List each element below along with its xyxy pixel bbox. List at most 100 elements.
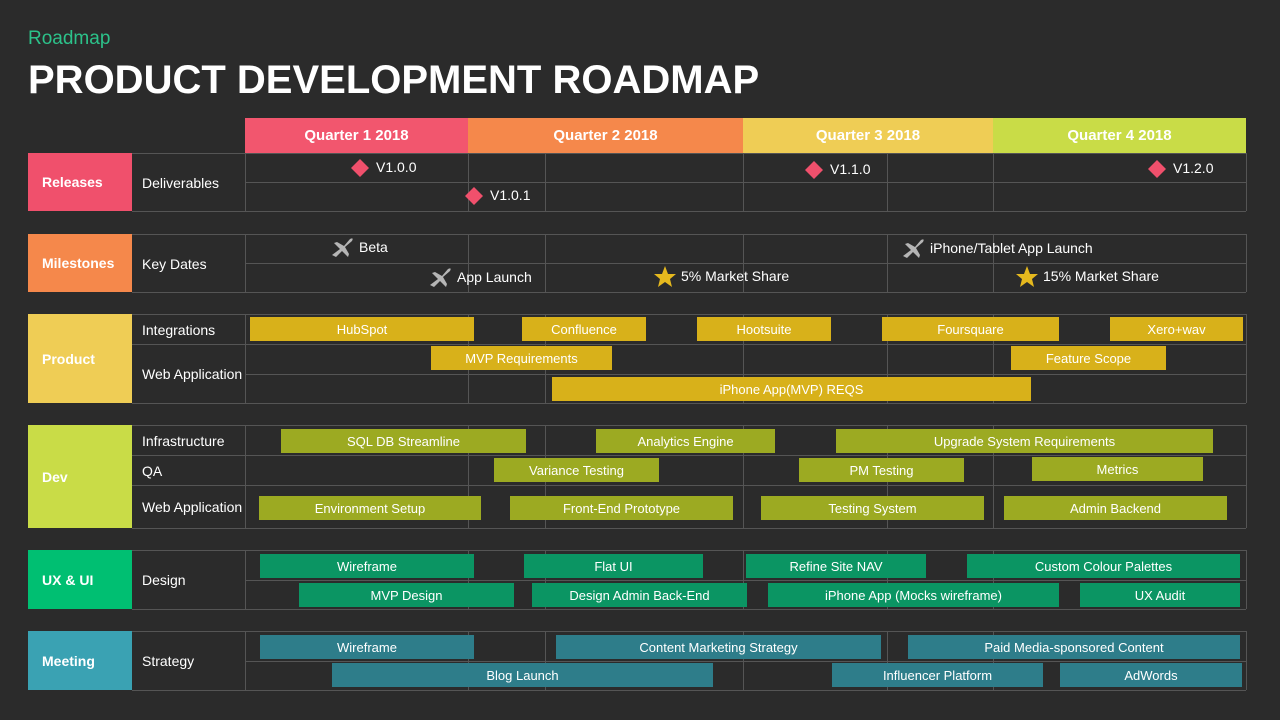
task-bar: Feature Scope	[1011, 346, 1166, 370]
kicker: Roadmap	[28, 28, 111, 49]
grid-line	[545, 550, 546, 609]
grid-line	[887, 234, 888, 292]
task-bar: Environment Setup	[259, 496, 481, 520]
row-label: Web Application	[132, 485, 245, 529]
grid-line	[743, 314, 744, 403]
task-bar: SQL DB Streamline	[281, 429, 526, 453]
quarter-header: Quarter 3 2018	[743, 118, 993, 153]
grid-line	[245, 580, 1246, 581]
group-label: Milestones	[28, 234, 132, 292]
grid-line	[1246, 153, 1247, 211]
row-label: Web Application	[132, 344, 245, 404]
grid-line	[887, 550, 888, 609]
task-bar: Custom Colour Palettes	[967, 554, 1240, 578]
grid-line	[245, 455, 1246, 456]
grid-line	[245, 425, 1246, 426]
row-label: Deliverables	[132, 153, 245, 212]
grid-line	[245, 528, 1246, 529]
task-bar: Analytics Engine	[596, 429, 775, 453]
task-bar: Upgrade System Requirements	[836, 429, 1213, 453]
task-bar: AdWords	[1060, 663, 1242, 687]
grid-line	[545, 631, 546, 690]
grid-line	[1246, 631, 1247, 690]
star-icon	[654, 266, 676, 287]
grid-line	[743, 550, 744, 609]
group-label: Dev	[28, 425, 132, 528]
task-bar: Hootsuite	[697, 317, 831, 341]
task-bar: HubSpot	[250, 317, 474, 341]
task-bar: Blog Launch	[332, 663, 713, 687]
quarter-header: Quarter 1 2018	[245, 118, 468, 153]
milestone-label: iPhone/Tablet App Launch	[930, 240, 1093, 256]
group-label: UX & UI	[28, 550, 132, 609]
grid-line	[545, 153, 546, 211]
row-label: Design	[132, 550, 245, 610]
grid-line	[245, 234, 246, 292]
row-label: Infrastructure	[132, 425, 245, 456]
grid-line	[245, 550, 246, 609]
grid-line	[743, 234, 744, 292]
milestone-label: V1.0.0	[376, 159, 417, 175]
task-bar: Metrics	[1032, 457, 1203, 481]
task-bar: Foursquare	[882, 317, 1059, 341]
task-bar: Front-End Prototype	[510, 496, 733, 520]
grid-line	[993, 631, 994, 690]
quarter-header: Quarter 2 2018	[468, 118, 743, 153]
grid-line	[468, 425, 469, 528]
task-bar: Variance Testing	[494, 458, 659, 482]
grid-line	[1246, 425, 1247, 528]
grid-line	[245, 403, 1246, 404]
milestone-label: V1.2.0	[1173, 160, 1214, 176]
task-bar: Testing System	[761, 496, 984, 520]
grid-line	[993, 425, 994, 528]
grid-line	[1246, 550, 1247, 609]
grid-line	[245, 609, 1246, 610]
milestone-label: V1.0.1	[490, 187, 531, 203]
diamond-icon	[1148, 160, 1166, 178]
grid-line	[993, 550, 994, 609]
grid-line	[468, 550, 469, 609]
grid-line	[245, 153, 246, 211]
milestone-label: Beta	[359, 239, 388, 255]
grid-line	[1246, 314, 1247, 403]
milestone-label: 15% Market Share	[1043, 268, 1159, 284]
grid-line	[245, 485, 1246, 486]
grid-line	[245, 631, 246, 690]
row-label: Strategy	[132, 631, 245, 691]
diamond-icon	[465, 187, 483, 205]
grid-line	[245, 374, 1246, 375]
task-bar: UX Audit	[1080, 583, 1240, 607]
grid-line	[468, 153, 469, 211]
task-bar: Wireframe	[260, 554, 474, 578]
task-bar: PM Testing	[799, 458, 964, 482]
grid-line	[245, 314, 246, 403]
task-bar: Flat UI	[524, 554, 703, 578]
grid-line	[245, 661, 1246, 662]
grid-line	[245, 344, 1246, 345]
grid-line	[545, 234, 546, 292]
row-label: Key Dates	[132, 234, 245, 293]
task-bar: MVP Design	[299, 583, 514, 607]
grid-line	[245, 314, 1246, 315]
task-bar: Admin Backend	[1004, 496, 1227, 520]
group-label: Meeting	[28, 631, 132, 690]
grid-line	[887, 631, 888, 690]
plane-icon	[332, 238, 353, 257]
diamond-icon	[805, 161, 823, 179]
row-label: QA	[132, 455, 245, 486]
grid-line	[245, 153, 1246, 154]
task-bar: Confluence	[522, 317, 646, 341]
grid-line	[245, 631, 1246, 632]
grid-line	[245, 211, 1246, 212]
task-bar: iPhone App(MVP) REQS	[552, 377, 1031, 401]
group-label: Product	[28, 314, 132, 403]
grid-line	[993, 314, 994, 403]
task-bar: Refine Site NAV	[746, 554, 926, 578]
plane-icon	[430, 268, 451, 287]
task-bar: MVP Requirements	[431, 346, 612, 370]
grid-line	[245, 182, 1246, 183]
grid-line	[743, 153, 744, 211]
grid-line	[743, 631, 744, 690]
task-bar: Paid Media-sponsored Content	[908, 635, 1240, 659]
task-bar: Influencer Platform	[832, 663, 1043, 687]
